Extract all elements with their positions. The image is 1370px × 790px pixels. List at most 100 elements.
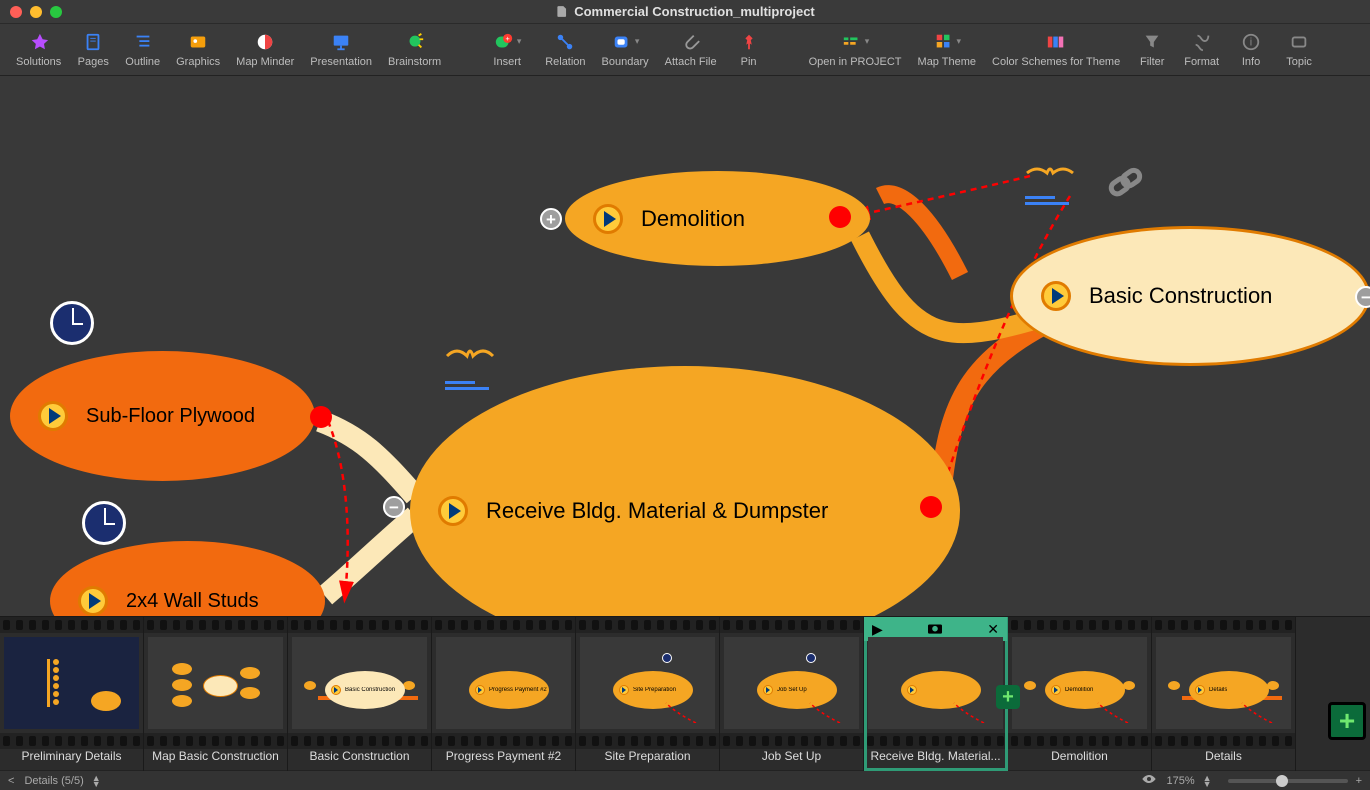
slide-preview [148, 637, 283, 729]
format-icon [1191, 32, 1213, 52]
details-stepper[interactable]: ▲▼ [92, 775, 101, 787]
film-perforation [720, 733, 863, 749]
toolbar-outline-button[interactable]: Outline [117, 30, 168, 70]
toolbar-openproject-button[interactable]: ▾ Open in PROJECT [801, 30, 910, 70]
toolbar-presentation-button[interactable]: Presentation [302, 30, 380, 70]
toolbar-label: Boundary [602, 56, 649, 68]
play-icon [1041, 281, 1071, 311]
insert-icon: +▾ [485, 32, 529, 52]
toolbar-brainstorm-button[interactable]: Brainstorm [380, 30, 449, 70]
toolbar: Solutions Pages OutlineGraphics Map Minder P… [0, 24, 1370, 76]
slide-thumbnail[interactable]: Map Basic Construction [144, 617, 288, 771]
node-receive[interactable]: Receive Bldg. Material & Dumpster [410, 366, 960, 616]
play-icon [593, 204, 623, 234]
toolbar-label: Map Theme [918, 56, 977, 68]
toolbar-filter-button[interactable]: Filter [1128, 30, 1176, 70]
toolbar-solutions-button[interactable]: Solutions [8, 30, 69, 70]
close-window-button[interactable] [10, 6, 22, 18]
film-perforation [1008, 733, 1151, 749]
film-perforation [144, 617, 287, 633]
info-icon: i [1240, 32, 1262, 52]
node-studs[interactable]: 2x4 Wall Studs [50, 541, 325, 616]
toolbar-pin-button[interactable]: Pin [725, 30, 773, 70]
toolbar-label: Pages [78, 56, 109, 68]
film-perforation [432, 733, 575, 749]
close-icon[interactable]: ✕ [987, 621, 999, 638]
toolbar-label: Map Minder [236, 56, 294, 68]
slide-thumbnail[interactable]: Site Preparation Site Preparation [576, 617, 720, 771]
toolbar-label: Attach File [665, 56, 717, 68]
toolbar-label: Brainstorm [388, 56, 441, 68]
film-perforation [864, 733, 1007, 749]
nav-left-button[interactable]: < [8, 775, 14, 787]
details-indicator: Details (5/5) [24, 775, 83, 787]
zoom-stepper[interactable]: ▲▼ [1203, 775, 1212, 787]
slide-caption: Map Basic Construction [144, 749, 287, 771]
mapminder-icon [254, 32, 276, 52]
zoom-in-button[interactable]: + [1356, 775, 1362, 787]
toolbar-label: Solutions [16, 56, 61, 68]
slide-thumbnail[interactable]: DemolitionDemolition [1008, 617, 1152, 771]
toolbar-mapminder-button[interactable]: Map Minder [228, 30, 302, 70]
link-icon [1105, 161, 1151, 207]
toolbar-graphics-button[interactable]: Graphics [168, 30, 228, 70]
toolbar-boundary-button[interactable]: ▾Boundary [594, 30, 657, 70]
brainstorm-icon [404, 32, 426, 52]
film-perforation [576, 617, 719, 633]
connection-point[interactable] [829, 206, 851, 228]
slide-preview: Job Set Up [724, 637, 859, 729]
toolbar-maptheme-button[interactable]: ▾Map Theme [910, 30, 985, 70]
toolbar-info-button[interactable]: iInfo [1227, 30, 1275, 70]
toolbar-label: Topic [1286, 56, 1312, 68]
toolbar-label: Open in PROJECT [809, 56, 902, 68]
toolbar-label: Relation [545, 56, 585, 68]
connection-point[interactable] [310, 406, 332, 428]
visibility-icon[interactable] [1141, 773, 1157, 788]
collapse-toggle[interactable]: + [540, 208, 562, 230]
toolbar-attach-button[interactable]: Attach File [657, 30, 725, 70]
film-perforation [288, 617, 431, 633]
toolbar-topic-button[interactable]: Topic [1275, 30, 1323, 70]
node-demolition[interactable]: Demolition [565, 171, 870, 266]
toolbar-insert-button[interactable]: +▾Insert [477, 30, 537, 70]
slide-thumbnail[interactable]: Basic ConstructionBasic Construction [288, 617, 432, 771]
node-basic[interactable]: Basic Construction [1010, 226, 1370, 366]
openproject-icon: ▾ [833, 32, 877, 52]
add-slide-button[interactable]: + [1328, 702, 1366, 740]
node-label: Basic Construction [1089, 283, 1272, 309]
slide-preview: Progress Payment #2 [436, 637, 571, 729]
toolbar-relation-button[interactable]: Relation [537, 30, 593, 70]
callout-bracket [1025, 162, 1075, 205]
pages-icon [82, 32, 104, 52]
callout-bracket [445, 344, 495, 390]
zoom-value: 175% [1167, 775, 1195, 787]
toolbar-label: Pin [741, 56, 757, 68]
collapse-toggle[interactable]: − [1355, 286, 1370, 308]
slide-thumbnail[interactable]: Job Set Up Job Set Up [720, 617, 864, 771]
collapse-toggle[interactable]: − [383, 496, 405, 518]
film-perforation [1008, 617, 1151, 633]
insert-slide-button[interactable]: + [996, 685, 1020, 709]
mindmap-canvas[interactable]: Demolition Basic Construction Sub-Floor Pl… [0, 76, 1370, 616]
minimize-window-button[interactable] [30, 6, 42, 18]
slide-play-icon[interactable]: ▶ [872, 621, 883, 638]
connection-point[interactable] [920, 496, 942, 518]
slide-thumbnail[interactable]: DetailsDetails [1152, 617, 1296, 771]
zoom-window-button[interactable] [50, 6, 62, 18]
camera-icon[interactable] [926, 621, 944, 638]
slide-thumbnail[interactable]: Progress Payment #2 Progress Payment #2 [432, 617, 576, 771]
node-subfloor[interactable]: Sub-Floor Plywood [10, 351, 315, 481]
slide-preview: Site Preparation [580, 637, 715, 729]
slide-thumbnail[interactable]: Preliminary Details [0, 617, 144, 771]
solutions-icon [28, 32, 50, 52]
toolbar-label: Format [1184, 56, 1219, 68]
zoom-slider[interactable] [1228, 779, 1348, 783]
slide-preview [4, 637, 139, 729]
slide-caption: Progress Payment #2 [432, 749, 575, 771]
slide-caption: Site Preparation [576, 749, 719, 771]
slide-caption: Job Set Up [720, 749, 863, 771]
toolbar-format-button[interactable]: Format [1176, 30, 1227, 70]
toolbar-colorschemes-button[interactable]: Color Schemes for Theme [984, 30, 1128, 70]
toolbar-pages-button[interactable]: Pages [69, 30, 117, 70]
slide-thumbnail[interactable]: ▶✕Receive Bldg. Material... [864, 617, 1008, 771]
